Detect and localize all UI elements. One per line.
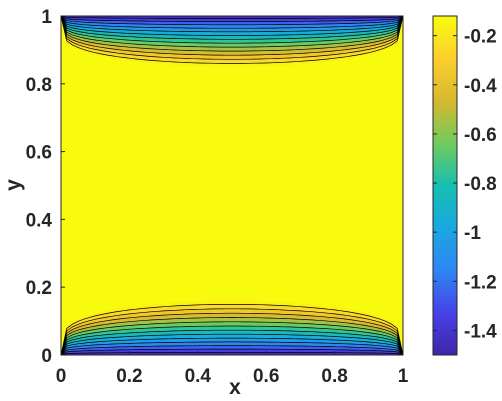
colorbar-tick-label: -0.4 [464,76,497,97]
colorbar [432,15,458,356]
bottom-contour-line [61,345,403,355]
top-contour-line [61,16,403,64]
colorbar-tick-label: -0.6 [464,125,497,146]
colorbar-ticks: -0.2 -0.4 -0.6 -0.8 -1 -1.2 -1.4 [433,27,497,342]
bottom-contour-line [61,304,403,355]
top-contour-line [61,16,403,26]
x-tick-label: 0.8 [321,366,347,387]
x-tick-label: 1 [398,366,409,387]
x-tick-label: 0 [56,366,67,387]
y-tick-label: 1 [41,7,52,28]
bottom-contour-line [61,312,403,355]
colorbar-tick-label: -0.2 [464,27,497,48]
y-tick-label: 0 [41,346,52,367]
bottom-contour-line [61,308,403,355]
x-tick-label: 0.6 [253,366,279,387]
x-tick-label: 0.2 [116,366,142,387]
colorbar-tick-label: -1 [464,223,481,244]
bottom-contour-line [61,329,403,355]
bottom-contour-line [61,325,403,355]
bottom-contour-line [61,317,403,355]
y-tick-label: 0.6 [26,143,52,164]
top-contour-line [61,16,403,44]
top-contour-line [61,16,403,33]
bottom-contour-line [61,333,403,355]
y-tick-label: 0.2 [26,278,52,299]
y-axis-ticks: 0 0.2 0.4 0.6 0.8 1 [26,7,65,367]
bottom-contour-line [61,341,403,355]
top-contour-line [61,16,403,60]
top-contour-line [61,16,403,22]
plot-area-background [61,16,403,355]
x-tick-label: 0.4 [185,366,212,387]
colorbar-tick-label: -0.8 [464,174,497,195]
contour-lines [61,16,403,355]
x-axis-label: x [229,376,241,399]
top-contour-line [61,16,403,52]
colorbar-tick-label: -1.2 [464,272,497,293]
top-contour-line [61,16,403,48]
top-contour-line [61,16,403,56]
colorbar-tick-label: -1.4 [464,321,497,342]
bottom-band [61,352,403,355]
y-axis-label: y [2,179,25,191]
bottom-contour-line [61,337,403,355]
y-tick-label: 0.8 [26,75,52,96]
x-axis-ticks: 0 0.2 0.4 0.6 0.8 1 [56,351,409,387]
top-contour-line [61,16,403,19]
top-band [61,16,403,19]
bottom-contour-line [61,321,403,355]
top-contour-line [61,16,403,29]
bottom-contour-line [61,351,403,355]
bottom-contour-line [61,348,403,355]
top-contour-line [61,16,403,40]
plot-frame [60,15,404,356]
top-contour-line [61,16,403,36]
y-tick-label: 0.4 [26,210,53,231]
